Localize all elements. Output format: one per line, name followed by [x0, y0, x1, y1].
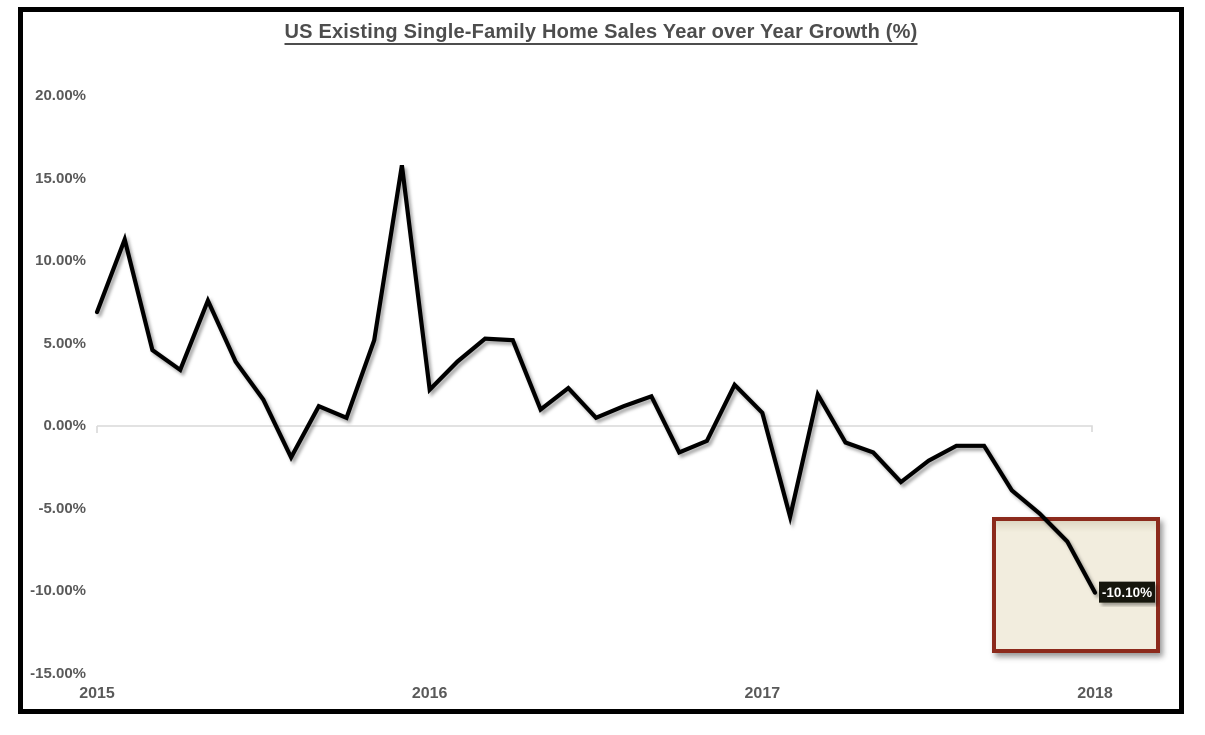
y-axis-tick-label: -5.00%: [38, 499, 86, 517]
chart-title: US Existing Single-Family Home Sales Yea…: [284, 21, 918, 43]
y-axis-tick-label: 15.00%: [35, 169, 86, 187]
last-value-label: -10.10%: [1099, 581, 1155, 603]
zero-gridline: [96, 425, 1093, 433]
y-axis-tick-label: 5.00%: [43, 334, 86, 352]
y-axis-tick-label: -15.00%: [30, 664, 86, 682]
x-axis-tick-label: 2015: [79, 685, 115, 702]
y-axis-tick-label: 20.00%: [35, 87, 86, 104]
last-value-label-text: -10.10%: [1102, 585, 1152, 600]
x-axis-tick-label: 2017: [744, 685, 781, 702]
y-axis-tick-label: 0.00%: [43, 417, 86, 434]
chart-border-frame: [18, 7, 1184, 714]
trend-line: [94, 164, 1098, 595]
y-axis-tick-label: -10.00%: [30, 582, 86, 599]
y-axis-tick-label: 10.00%: [35, 252, 86, 269]
chart-title-row: US Existing Single-Family Home Sales Yea…: [18, 18, 1184, 46]
x-axis-tick-label: 2016: [411, 685, 448, 702]
x-axis-tick-label: 2018: [1077, 685, 1113, 702]
